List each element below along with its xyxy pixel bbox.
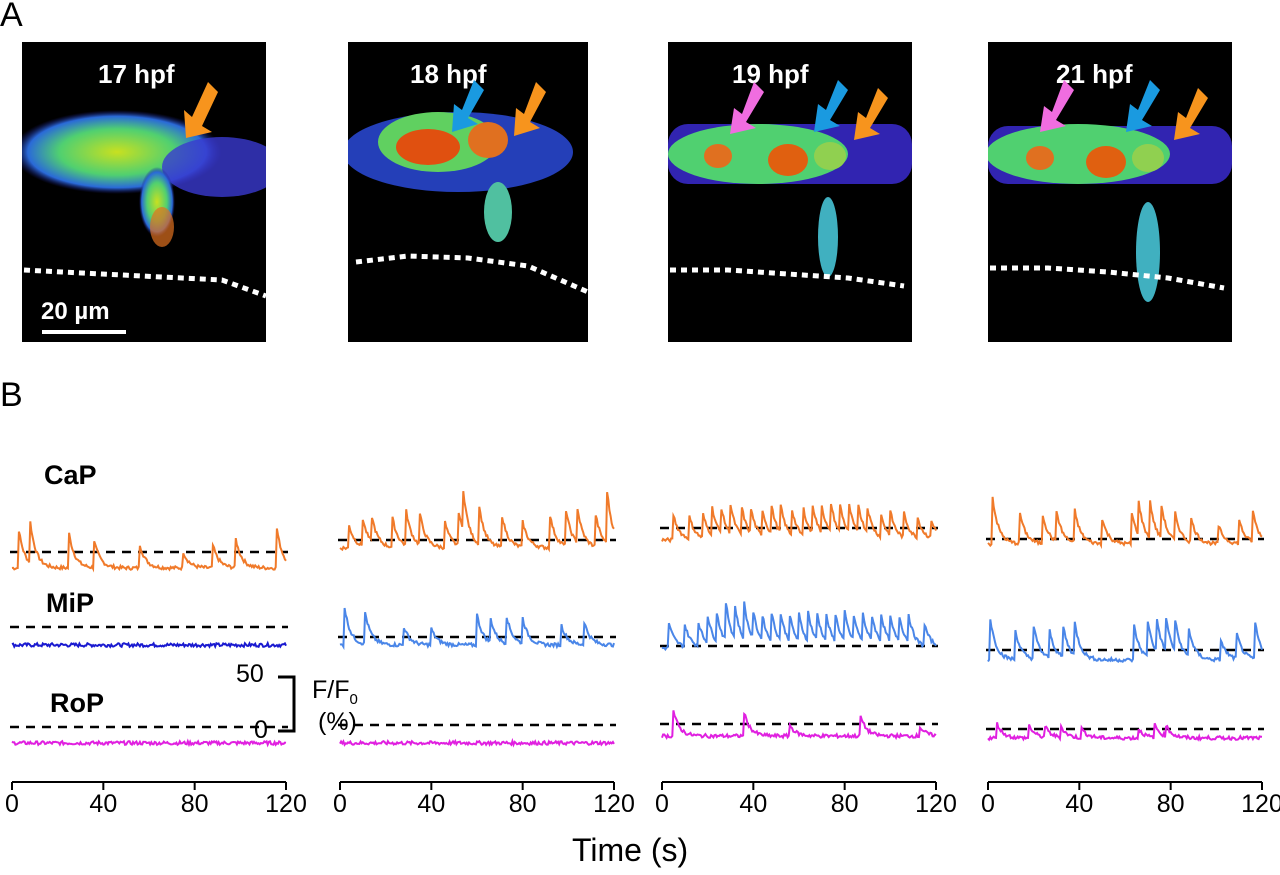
trace-cap-18hpf bbox=[339, 490, 615, 553]
calcium-image-19hpf-drawing bbox=[668, 124, 912, 289]
y-axis-label-main: F/F bbox=[312, 676, 350, 704]
scale-bar-bottom-label: 0 bbox=[254, 716, 268, 744]
x-tick-label: 120 bbox=[1241, 790, 1280, 818]
series-label-mip: MiP bbox=[46, 588, 95, 618]
trace-mip-21hpf bbox=[987, 618, 1263, 664]
x-tick-label: 40 bbox=[89, 790, 118, 818]
arrow-orange-icon bbox=[1174, 88, 1208, 140]
scale-bar-label: 20 µm bbox=[41, 298, 110, 325]
arrow-orange-icon bbox=[514, 82, 546, 136]
x-tick-label: 0 bbox=[655, 790, 669, 818]
calcium-image-19hpf: 19 hpf bbox=[668, 42, 912, 342]
x-tick-label: 40 bbox=[739, 790, 768, 818]
y-axis-label-sub: 0 bbox=[349, 691, 358, 708]
trace-rop-19hpf bbox=[661, 710, 937, 741]
x-tick-label: 120 bbox=[593, 790, 635, 818]
trace-rop-17hpf bbox=[11, 738, 287, 748]
scale-bar bbox=[278, 675, 296, 733]
x-tick-label: 0 bbox=[333, 790, 347, 818]
x-tick-label: 80 bbox=[1156, 790, 1185, 818]
x-tick-label: 40 bbox=[417, 790, 446, 818]
calcium-image-17hpf-drawing bbox=[22, 110, 266, 334]
trace-rop-21hpf bbox=[987, 722, 1263, 742]
trace-cap-17hpf bbox=[11, 521, 287, 573]
stage-label: 17 hpf bbox=[98, 59, 175, 89]
arrow-blue-icon bbox=[452, 80, 484, 132]
x-tick-label: 120 bbox=[915, 790, 957, 818]
x-tick-label: 0 bbox=[5, 790, 19, 818]
arrow-blue-icon bbox=[814, 80, 848, 132]
arrow-pink-icon bbox=[730, 82, 764, 134]
calcium-image-18hpf: 18 hpf bbox=[348, 42, 588, 342]
trace-cap-19hpf bbox=[661, 503, 937, 544]
trace-mip-17hpf bbox=[11, 640, 287, 650]
stage-label: 21 hpf bbox=[1056, 59, 1133, 89]
x-tick-label: 0 bbox=[981, 790, 995, 818]
arrow-pink-icon bbox=[1040, 80, 1074, 132]
trace-mip-19hpf bbox=[661, 601, 937, 652]
x-tick-label: 120 bbox=[265, 790, 307, 818]
calcium-image-21hpf-drawing bbox=[988, 124, 1232, 302]
panel-label-a: A bbox=[0, 0, 23, 34]
trace-mip-18hpf bbox=[339, 607, 615, 651]
y-axis-label: F/F0 bbox=[312, 676, 358, 708]
trace-cap-21hpf bbox=[987, 496, 1263, 550]
arrow-orange-icon bbox=[854, 88, 888, 140]
arrow-orange-icon bbox=[184, 82, 218, 138]
calcium-image-21hpf: 21 hpf bbox=[988, 42, 1232, 342]
series-label-rop: RoP bbox=[50, 688, 104, 718]
stage-label: 19 hpf bbox=[732, 59, 809, 89]
x-tick-label: 40 bbox=[1065, 790, 1094, 818]
x-tick-label: 80 bbox=[830, 790, 859, 818]
series-label-cap: CaP bbox=[44, 460, 97, 490]
x-axis-title: Time (s) bbox=[572, 832, 689, 868]
y-axis-unit: (%) bbox=[318, 708, 357, 736]
arrow-blue-icon bbox=[1126, 80, 1160, 132]
calcium-image-17hpf: 17 hpf 20 µm bbox=[22, 42, 266, 342]
x-tick-label: 80 bbox=[508, 790, 537, 818]
x-tick-label: 80 bbox=[180, 790, 209, 818]
trace-rop-18hpf bbox=[339, 737, 615, 748]
panel-label-b: B bbox=[0, 376, 23, 414]
scale-bar-top-label: 50 bbox=[236, 660, 264, 688]
